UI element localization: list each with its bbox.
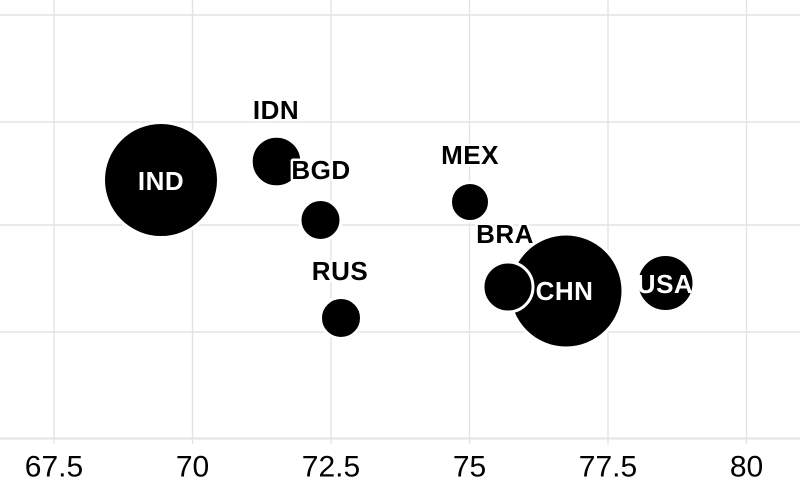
bubble-label-ind: IND — [138, 166, 184, 196]
bubble-label-idn: IDN — [253, 95, 299, 125]
bubble-rus[interactable] — [319, 296, 363, 340]
bubble-bgd[interactable] — [298, 198, 343, 242]
bubble-label-bgd: BGD — [291, 155, 350, 185]
bubble-label-chn: CHN — [536, 276, 594, 306]
bubble-label-usa: USA — [637, 269, 693, 299]
x-tick-label-75: 75 — [453, 451, 486, 484]
x-tick-label-77.5: 77.5 — [579, 451, 637, 484]
bubble-label-bra: BRA — [476, 219, 534, 249]
x-tick-label-80: 80 — [730, 451, 763, 484]
bubble-labels: IND CHN USA IDN BRA RUS BGD MEX — [138, 93, 693, 307]
x-tick-label-72.5: 72.5 — [302, 451, 360, 484]
x-tick-label-70: 70 — [176, 451, 209, 484]
bubble-label-rus: RUS — [312, 256, 368, 286]
bubble-usa[interactable] — [635, 253, 696, 313]
bubbles — [102, 121, 696, 350]
x-tick-labels: 67.5 70 72.5 75 77.5 80 — [25, 451, 763, 484]
bubble-bra[interactable] — [481, 260, 535, 314]
bubble-ind[interactable] — [102, 121, 220, 239]
bubble-mex[interactable] — [449, 181, 491, 223]
bubble-label-mex: MEX — [441, 140, 499, 170]
bubble-idn[interactable] — [249, 134, 304, 189]
x-tick-label-67.5: 67.5 — [25, 451, 83, 484]
